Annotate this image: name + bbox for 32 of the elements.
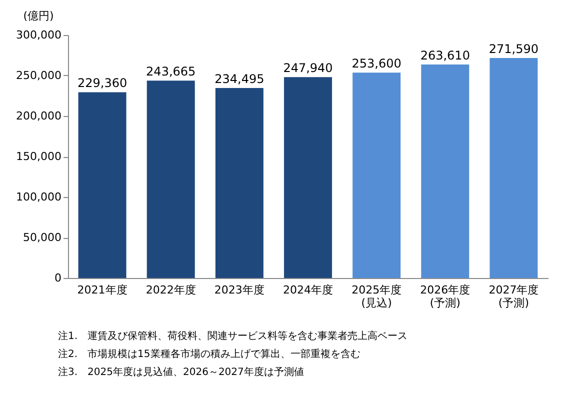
x-tick-label: 2026年度 (予測) <box>420 284 470 310</box>
bar <box>146 80 195 278</box>
x-tick-label: 2027年度 (予測) <box>488 284 539 310</box>
x-tick-label: 2023年度 <box>214 284 264 296</box>
data-label: 247,940 <box>283 61 333 76</box>
data-label: 253,600 <box>352 56 402 71</box>
bar <box>490 58 538 278</box>
data-label: 243,665 <box>146 64 196 79</box>
text: 注1. 運賃及び保管料、荷役料、関連サービス料等を含む事業者売上高ベース <box>58 330 408 342</box>
y-tick-label: 50,000 <box>23 231 62 244</box>
x-tick-label: 2022年度 <box>146 284 196 296</box>
text: 注3. 2025年度は見込値、2026～2027年度は予測値 <box>58 366 304 378</box>
y-tick-label: 100,000 <box>16 190 62 204</box>
bar <box>215 88 264 278</box>
y-tick-label: 200,000 <box>16 110 62 122</box>
data-label: 271,590 <box>488 42 539 56</box>
bar <box>78 92 126 278</box>
y-tick-label: 250,000 <box>16 69 62 82</box>
bar <box>352 72 401 278</box>
y-tick-label: 150,000 <box>16 150 62 163</box>
y-tick-label: 0 <box>54 272 62 284</box>
x-tick-label: 2024年度 <box>283 284 333 296</box>
x-tick-label: 2025年度 (見込) <box>352 284 402 310</box>
data-label: 263,610 <box>420 48 470 62</box>
text: 注2. 市場規模は15業種各市場の積み上げで算出、一部重複を含む <box>58 348 360 360</box>
x-tick-label: 2021年度 <box>77 284 128 296</box>
y-axis-title: (億円) <box>23 10 54 22</box>
bar <box>284 77 332 278</box>
bar <box>421 64 470 278</box>
data-label: 234,495 <box>214 72 264 86</box>
data-label: 229,360 <box>77 76 128 90</box>
y-tick-label: 300,000 <box>16 28 62 42</box>
